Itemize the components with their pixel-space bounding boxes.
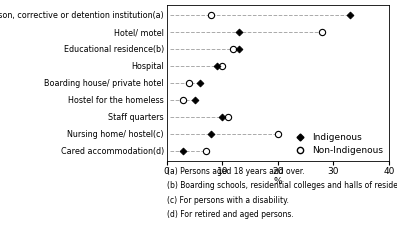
Text: (c) For persons with a disability.: (c) For persons with a disability. (167, 196, 289, 205)
Text: (b) Boarding schools, residential colleges and halls of residence.: (b) Boarding schools, residential colleg… (167, 181, 397, 190)
Text: (a) Persons aged 18 years and over.: (a) Persons aged 18 years and over. (167, 167, 304, 175)
X-axis label: %: % (274, 177, 282, 186)
Legend: Indigenous, Non-Indigenous: Indigenous, Non-Indigenous (289, 131, 385, 157)
Text: (d) For retired and aged persons.: (d) For retired and aged persons. (167, 210, 293, 219)
